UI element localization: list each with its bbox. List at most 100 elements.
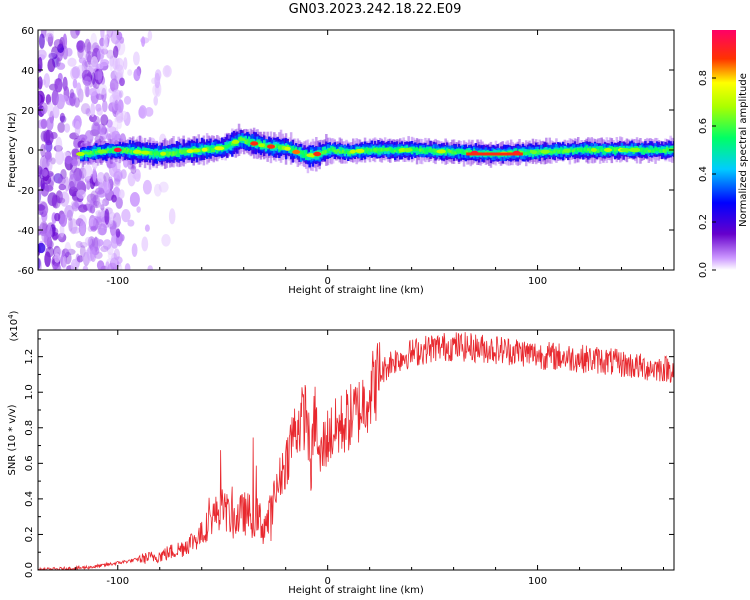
- ridge-spot: [284, 146, 291, 151]
- ridge-spot: [258, 143, 265, 148]
- ridge-cell: [661, 146, 664, 153]
- ridge-cell: [414, 147, 417, 151]
- ridge-cell: [325, 150, 328, 154]
- noise-blob: [52, 105, 60, 119]
- ridge-cell: [389, 147, 392, 151]
- ridge-cell: [419, 148, 422, 152]
- colorbar-tick-label: 0.2: [698, 214, 709, 230]
- ridge-cell: [122, 150, 125, 153]
- noise-blob: [79, 241, 88, 248]
- noise-blob: [59, 112, 65, 123]
- noise-blob: [86, 41, 92, 55]
- spectrogram-y-tick-label: 60: [21, 26, 34, 37]
- ridge-cell: [157, 151, 160, 156]
- ridge-cell: [247, 140, 251, 144]
- ridge-cell: [367, 148, 370, 155]
- noise-blob: [53, 39, 64, 49]
- ridge-cell: [645, 147, 649, 151]
- noise-blob: [84, 60, 92, 68]
- colorbar: 0.0 0.2 0.4 0.6 0.8 Normalized spectral ampl…: [698, 30, 749, 278]
- noise-blob: [158, 181, 169, 193]
- noise-blob: [102, 239, 112, 250]
- ridge-cell: [274, 144, 278, 148]
- ridge-cell: [148, 151, 152, 155]
- colorbar-label: Normalized spectral amplitude: [738, 73, 749, 227]
- ridge-cell: [556, 149, 560, 154]
- noise-blob: [113, 45, 119, 59]
- noise-blob: [95, 63, 104, 70]
- noise-blob: [107, 262, 118, 270]
- noise-blob: [80, 103, 91, 115]
- noise-blob: [76, 189, 86, 199]
- noise-blob: [64, 251, 72, 265]
- ridge-cell: [462, 151, 466, 155]
- noise-blob: [119, 36, 125, 44]
- ridge-cell: [152, 151, 155, 155]
- ridge-cell: [585, 149, 588, 153]
- spectrogram-x-tick-label: 0: [324, 276, 330, 287]
- ridge-cell: [657, 149, 661, 152]
- ridge-spot: [350, 149, 356, 154]
- noise-blob: [59, 94, 69, 103]
- noise-blob: [38, 242, 46, 254]
- snr-x-tick-label: 100: [528, 576, 547, 587]
- noise-blob: [141, 36, 146, 47]
- noise-blob: [48, 51, 57, 59]
- ridge-cell: [170, 151, 174, 157]
- ridge-cell: [88, 151, 91, 155]
- noise-blob: [70, 258, 79, 270]
- ridge-cell: [508, 150, 511, 154]
- ridge-spot: [140, 150, 150, 155]
- noise-blob: [131, 243, 138, 257]
- snr-y-tick-label: 1.2: [24, 349, 35, 365]
- noise-blob: [106, 126, 117, 133]
- noise-blob: [38, 93, 41, 105]
- noise-blob: [124, 263, 131, 270]
- ridge-cell: [177, 150, 180, 156]
- ridge-cell: [478, 150, 481, 154]
- noise-blob: [46, 117, 54, 131]
- ridge-cell: [347, 150, 350, 155]
- ridge-peak: [292, 149, 301, 155]
- noise-blob: [57, 176, 66, 186]
- noise-blob: [119, 90, 124, 98]
- ridge-cell: [108, 147, 111, 153]
- snr-y-tick-label: 0.6: [24, 455, 35, 471]
- ridge-cell: [655, 148, 659, 155]
- noise-blob: [69, 218, 78, 235]
- ridge-cell: [127, 148, 130, 152]
- ridge-cell: [654, 147, 657, 152]
- noise-blob: [106, 49, 115, 59]
- snr-y-tick-label: 0.0: [24, 562, 35, 578]
- noise-blob: [65, 47, 73, 57]
- ridge-cell: [447, 148, 451, 153]
- noise-blob: [133, 68, 141, 82]
- noise-blob: [110, 252, 118, 268]
- spectrogram-x-axis-label: Height of straight line (km): [288, 285, 424, 296]
- ridge-cell: [336, 149, 340, 152]
- ridge-cell: [459, 149, 462, 153]
- ridge-cell: [598, 147, 602, 151]
- noise-blob: [89, 217, 97, 227]
- ridge-cell: [330, 148, 333, 151]
- ridge-cell: [558, 149, 562, 153]
- noise-blob: [74, 120, 81, 136]
- ridge-cell: [246, 139, 249, 144]
- snr-x-axis-label: Height of straight line (km): [288, 585, 424, 596]
- ridge-cell: [165, 151, 169, 157]
- noise-blob: [62, 256, 67, 270]
- ridge-spot: [160, 151, 166, 156]
- noise-blob: [113, 178, 121, 187]
- noise-blob: [56, 62, 66, 70]
- spectrogram-x-tick-label: -100: [106, 276, 129, 287]
- noise-blob: [60, 253, 67, 268]
- colorbar-tick-label: 0.6: [698, 118, 709, 134]
- noise-blob: [64, 205, 74, 218]
- noise-blob: [70, 30, 80, 39]
- ridge-cell: [363, 148, 367, 152]
- noise-blob: [72, 78, 78, 89]
- noise-blob: [98, 44, 104, 53]
- ridge-cell: [644, 148, 647, 153]
- noise-blob: [78, 57, 86, 64]
- noise-blob: [95, 103, 102, 112]
